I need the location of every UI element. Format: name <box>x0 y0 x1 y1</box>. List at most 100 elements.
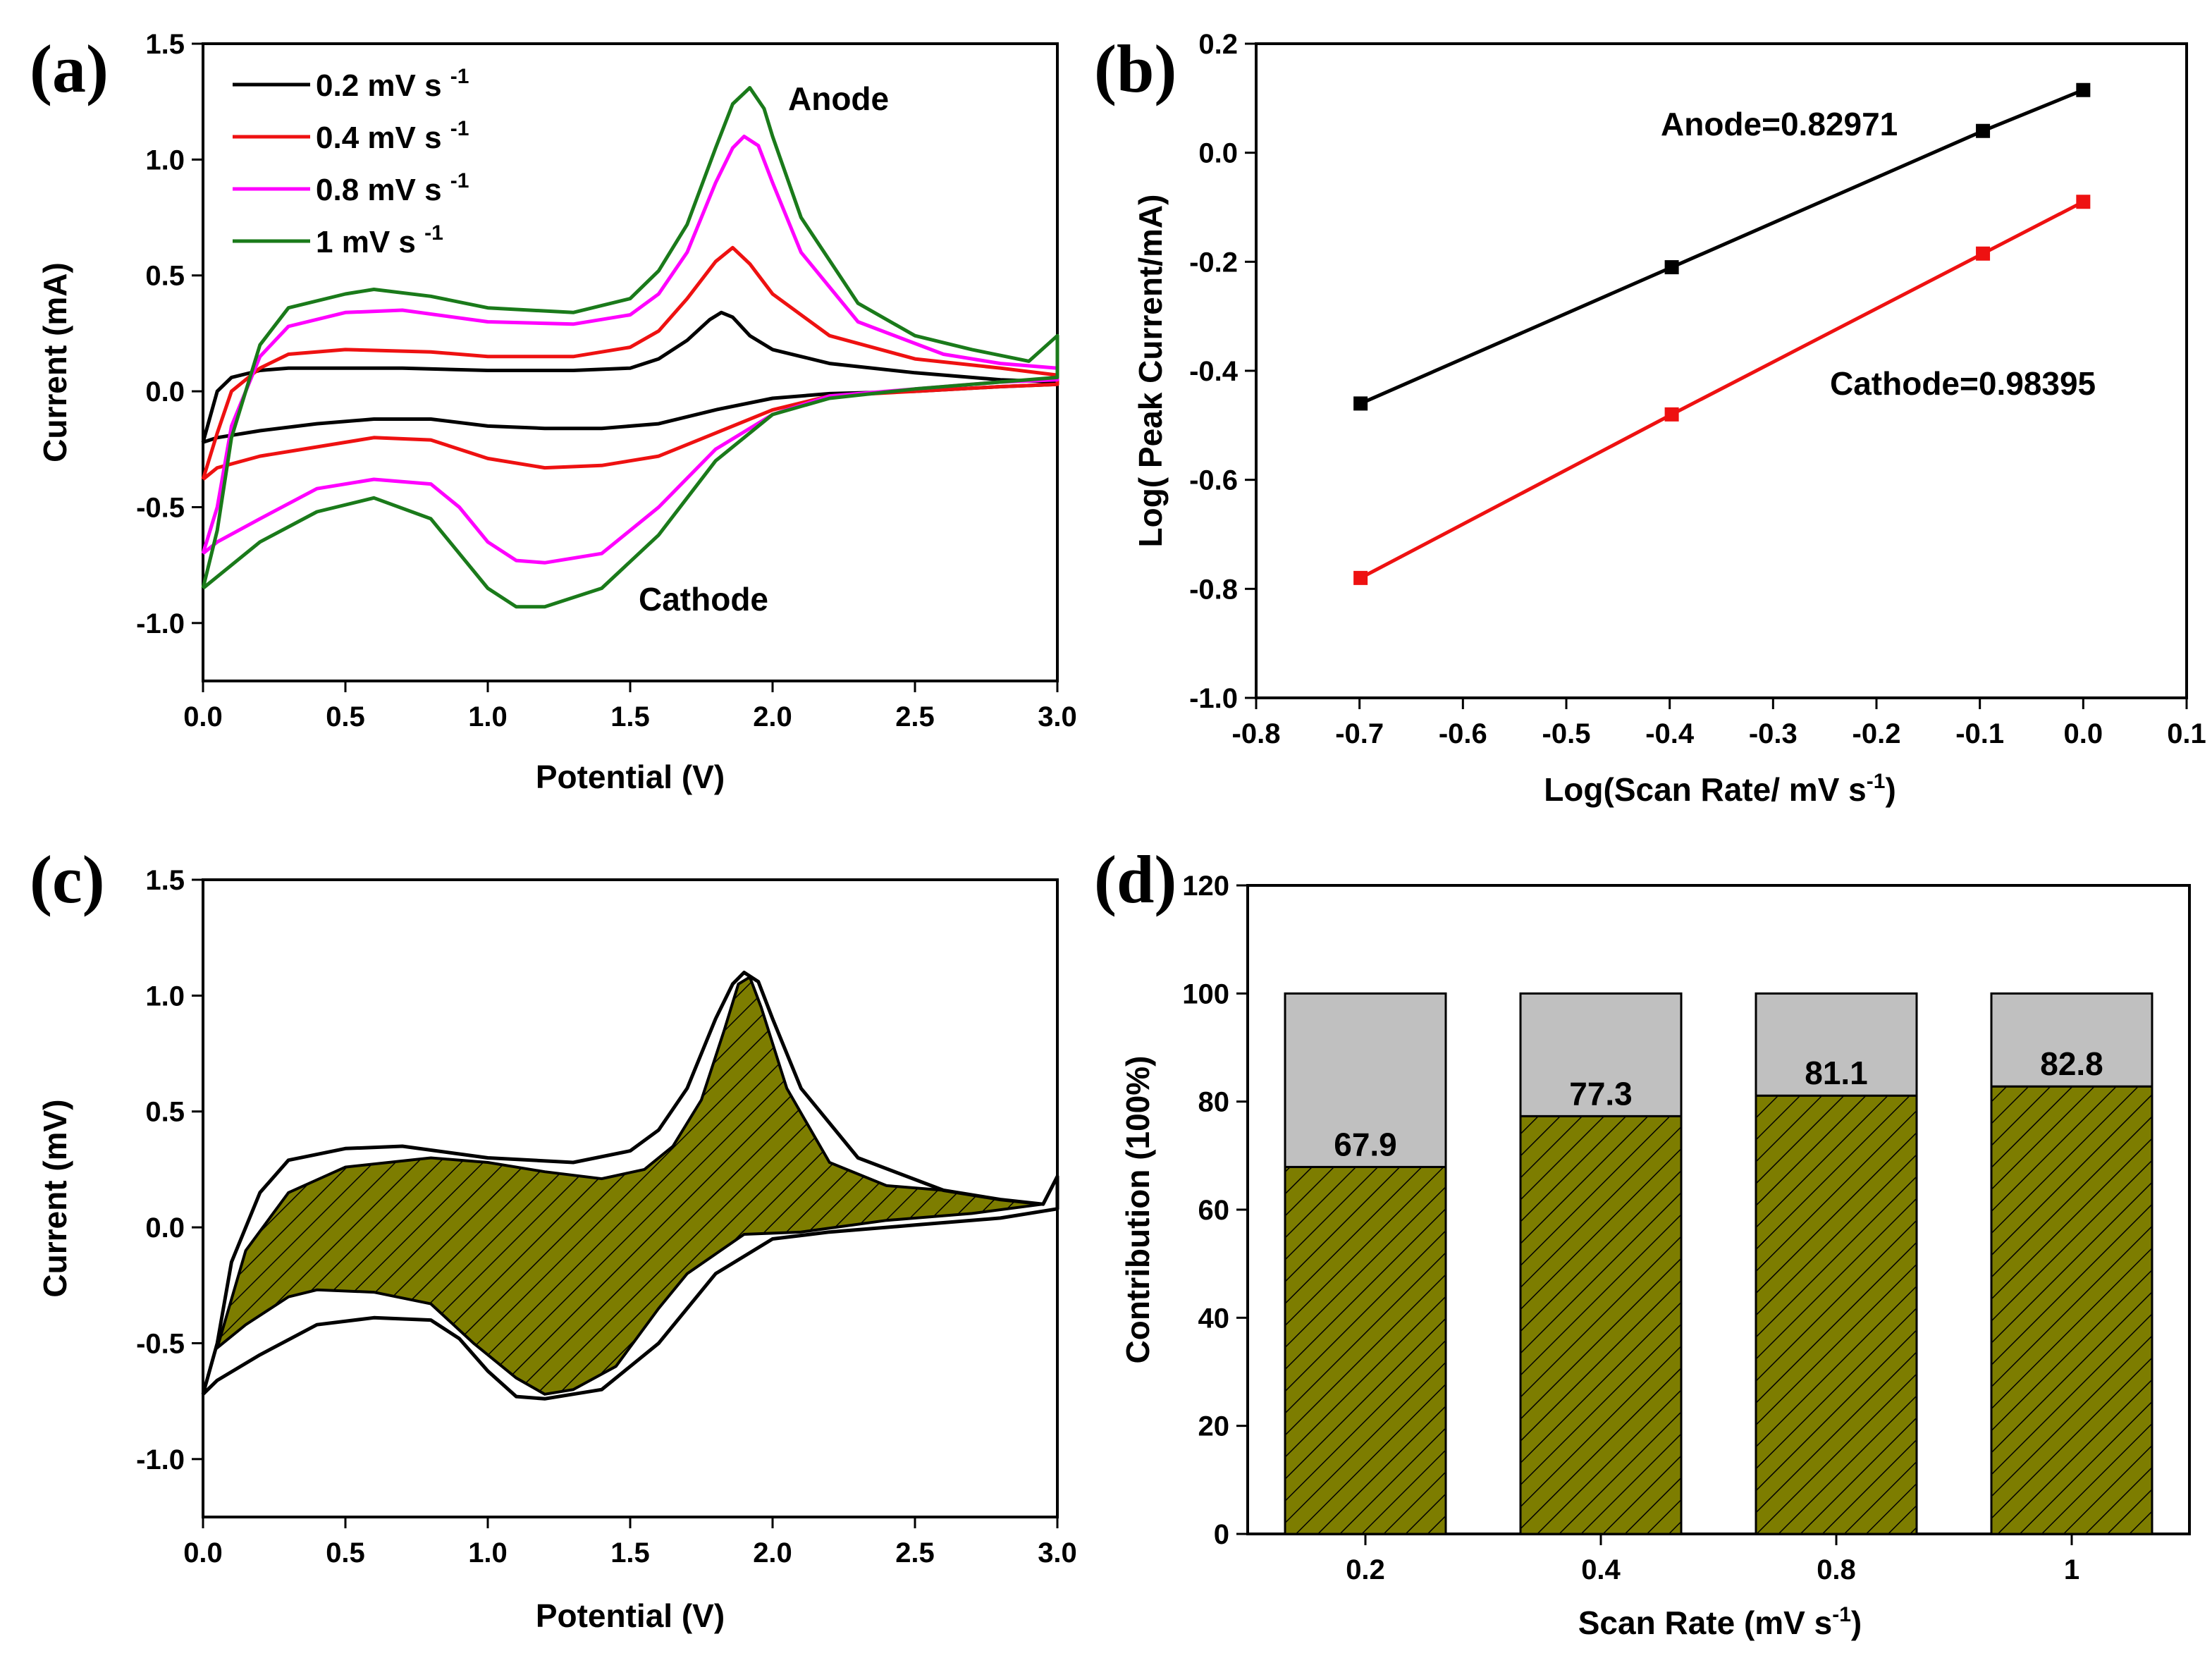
panel-a-ytick-label: -1.0 <box>136 608 185 639</box>
panel-b-ytick-label: -0.6 <box>1189 465 1238 496</box>
panel-c-ticks: 0.0 0.5 1.0 1.5 2.0 2.5 3.0 -1.0 -0.5 0.0 0.5 1.0 1.… <box>136 865 1077 1568</box>
panel-d-xtick-label: 1 <box>2064 1554 2079 1585</box>
bar-capacitive-0.2 <box>1284 1165 1447 1535</box>
panel-b-xlabel: Log(Scan Rate/ mV s-1) <box>1544 770 1896 808</box>
panel-b-xtick-label: -0.3 <box>1749 718 1798 749</box>
legend-label-0.8: 0.8 mV s -1 <box>316 169 469 207</box>
panel-c-xlabel: Potential (V) <box>536 1597 725 1634</box>
panel-b: (b) -0.8 -0.7 -0.6 -0.5 -0.4 -0.3 -0.2 -0.1 0.0 0… <box>1094 29 2206 808</box>
panel-b-ytick-label: 0.0 <box>1198 138 1238 169</box>
anode-annotation: Anode <box>788 80 889 117</box>
legend-label-1: 1 mV s -1 <box>316 221 443 259</box>
cv-curve-0.4 <box>201 245 1059 481</box>
total-cv-curve <box>201 971 1059 1401</box>
panel-b-ytick-label: -0.2 <box>1189 247 1238 278</box>
data-point-cathode <box>1353 570 1368 585</box>
data-point-anode <box>1664 260 1679 275</box>
bar-diffusion-1 <box>1990 992 2153 1088</box>
data-point-anode <box>1353 396 1368 411</box>
panel-d: (d) 0 20 40 60 80 100 120 67.9 0.2 77.3 0.4 81.1 0.… <box>1094 842 2191 1641</box>
bar-value-label-0.2: 67.9 <box>1334 1126 1397 1162</box>
panel-c-ytick-label: 0.0 <box>145 1212 185 1244</box>
capacitive-region <box>214 975 1044 1396</box>
panel-c-ytick-label: -0.5 <box>136 1328 185 1359</box>
bar-value-label-1: 82.8 <box>2040 1045 2103 1082</box>
panel-c-ytick-label: 0.5 <box>145 1097 185 1128</box>
panel-a: (a) 0.0 0.5 1.0 1.5 2.0 2.5 3.0 -1.0 -0.5 0.0 0.5 1… <box>30 29 1077 795</box>
panel-b-ytick-label: -0.4 <box>1189 356 1239 387</box>
panel-d-ytick-label: 40 <box>1198 1303 1230 1334</box>
panel-c-xtick-label: 3.0 <box>1038 1537 1077 1568</box>
panel-a-ytick-label: 1.5 <box>145 29 185 60</box>
panel-c-xtick-label: 0.5 <box>326 1537 365 1568</box>
panel-b-series <box>1353 82 2091 585</box>
panel-d-ticks: 0 20 40 60 80 100 120 <box>1182 871 1248 1550</box>
cathode-annotation: Cathode <box>639 581 768 618</box>
panel-d-bars: 67.9 0.2 77.3 0.4 81.1 0.8 82.8 1 <box>1284 992 2153 1585</box>
panel-b-xtick-label: -0.1 <box>1955 718 2004 749</box>
bar-value-label-0.8: 81.1 <box>1805 1055 1868 1091</box>
bar-capacitive-0.8 <box>1755 1094 1918 1535</box>
panel-b-label: (b) <box>1094 31 1176 106</box>
panel-c-ytick-label: 1.5 <box>145 865 185 896</box>
panel-d-ylabel: Contribution (100%) <box>1119 1056 1156 1364</box>
panel-d-xlabel: Scan Rate (mV s-1) <box>1578 1603 1862 1641</box>
panel-a-curves <box>201 86 1059 609</box>
panel-b-xtick-label: -0.4 <box>1645 718 1695 749</box>
panel-a-label: (a) <box>30 31 109 106</box>
panel-d-ytick-label: 120 <box>1182 871 1229 902</box>
panel-c-xtick-label: 1.5 <box>610 1537 650 1568</box>
panel-a-xtick-label: 2.5 <box>895 701 935 732</box>
fit-line-cathode <box>1359 200 2084 580</box>
data-point-anode <box>2076 82 2091 97</box>
cv-curve-1 <box>201 86 1059 609</box>
panel-a-ylabel: Current (mA) <box>37 262 73 462</box>
panel-a-legend: 0.2 mV s -1 0.4 mV s -1 0.8 mV s -1 1 mV s … <box>233 65 469 259</box>
panel-c: (c) 0.0 0.5 1.0 1.5 2.0 2.5 3.0 -1.0 -0.5 0.0 0.5 1… <box>30 842 1077 1634</box>
panel-d-xtick-label: 0.8 <box>1817 1554 1856 1585</box>
legend-label-0.4: 0.4 mV s -1 <box>316 117 469 155</box>
panel-a-xtick-label: 3.0 <box>1038 701 1077 732</box>
panel-a-xtick-label: 0.0 <box>183 701 223 732</box>
data-point-cathode <box>1664 407 1679 422</box>
panel-d-ytick-label: 100 <box>1182 978 1229 1009</box>
panel-a-xtick-label: 2.0 <box>753 701 792 732</box>
panel-c-curves <box>201 971 1059 1401</box>
legend-label-0.2: 0.2 mV s -1 <box>316 65 469 103</box>
panel-a-xtick-label: 1.0 <box>468 701 508 732</box>
panel-c-xtick-label: 0.0 <box>183 1537 223 1568</box>
panel-c-xtick-label: 2.0 <box>753 1537 792 1568</box>
bar-diffusion-0.4 <box>1519 992 1683 1117</box>
panel-b-xtick-label: -0.8 <box>1232 718 1281 749</box>
panel-a-xlabel: Potential (V) <box>536 759 725 795</box>
panel-c-ylabel: Current (mV) <box>37 1099 73 1297</box>
panel-d-label: (d) <box>1094 842 1176 917</box>
panel-d-ytick-label: 20 <box>1198 1411 1230 1442</box>
data-point-anode <box>1976 123 1991 138</box>
bar-diffusion-0.2 <box>1284 992 1447 1168</box>
panel-c-xtick-label: 1.0 <box>468 1537 508 1568</box>
cv-curve-0.8 <box>201 135 1059 565</box>
data-point-cathode <box>1976 246 1991 261</box>
bar-diffusion-0.8 <box>1755 992 1918 1097</box>
panel-d-ytick-label: 60 <box>1198 1195 1230 1226</box>
panel-b-ytick-label: 0.2 <box>1198 29 1238 60</box>
panel-b-xtick-label: -0.2 <box>1852 718 1901 749</box>
bar-capacitive-0.4 <box>1519 1114 1683 1535</box>
panel-a-xtick-label: 0.5 <box>326 701 365 732</box>
panel-b-xtick-label: -0.6 <box>1439 718 1487 749</box>
cv-curve-0.2 <box>201 310 1059 444</box>
panel-b-xtick-label: -0.5 <box>1542 718 1591 749</box>
panel-d-xtick-label: 0.2 <box>1346 1554 1385 1585</box>
bar-value-label-0.4: 77.3 <box>1569 1075 1633 1112</box>
panel-c-xtick-label: 2.5 <box>895 1537 935 1568</box>
panel-a-ytick-label: 0.5 <box>145 261 185 292</box>
panel-a-ytick-label: 1.0 <box>145 145 185 176</box>
panel-c-ytick-label: 1.0 <box>145 981 185 1012</box>
panel-b-ylabel: Log( Peak Current/mA) <box>1132 195 1169 548</box>
panel-b-xtick-label: -0.7 <box>1335 718 1384 749</box>
data-point-cathode <box>2076 195 2091 209</box>
panel-c-label: (c) <box>30 842 105 917</box>
panel-d-ytick-label: 80 <box>1198 1087 1230 1118</box>
